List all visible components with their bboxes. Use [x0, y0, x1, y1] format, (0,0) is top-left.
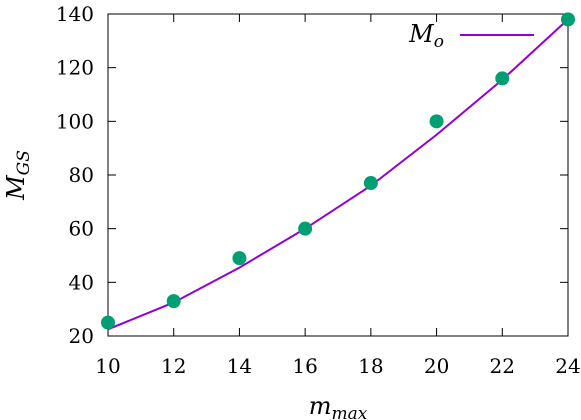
legend-entry-label: Mo — [408, 20, 444, 52]
data-point — [561, 12, 575, 27]
series-line-mo — [107, 18, 569, 331]
data-point — [429, 114, 444, 129]
x-tick-label: 22 — [490, 354, 515, 378]
legend-label-main: M — [408, 20, 435, 48]
y-tick-label: 100 — [56, 109, 94, 133]
data-point — [101, 315, 115, 330]
data-points — [101, 12, 575, 330]
y-tick-label: 140 — [56, 2, 94, 26]
x-tick-label: 20 — [424, 354, 449, 378]
x-tick-label: 14 — [227, 354, 252, 378]
y-tick-label: 120 — [56, 56, 94, 80]
data-point — [363, 176, 378, 191]
x-tick-label: 10 — [95, 354, 120, 378]
y-tick-label: 80 — [69, 163, 94, 187]
y-axis-label: MGS — [2, 150, 34, 201]
x-axis-label: mmax — [309, 392, 368, 420]
x-tick-label: 18 — [358, 354, 383, 378]
tick-labels: 10 12 14 16 18 20 22 24 20 40 60 80 100 120 140 — [56, 2, 581, 378]
y-tick-label: 20 — [69, 324, 94, 348]
x-axis-label-sub: max — [331, 404, 367, 420]
x-tick-label: 24 — [555, 354, 580, 378]
x-axis-label-main: m — [309, 392, 332, 420]
y-tick-label: 60 — [69, 217, 94, 241]
y-axis-label-sub: GS — [14, 150, 34, 175]
legend: Mo — [408, 20, 534, 52]
data-point — [298, 221, 313, 236]
data-point — [495, 71, 510, 86]
y-axis-label-main: M — [2, 174, 30, 201]
data-point — [232, 251, 247, 266]
x-tick-label: 12 — [161, 354, 186, 378]
x-tick-label: 16 — [292, 354, 317, 378]
plot-frame — [107, 13, 569, 337]
legend-label-sub: o — [434, 32, 444, 52]
data-point — [166, 294, 181, 309]
y-tick-label: 40 — [69, 270, 94, 294]
ticks — [107, 13, 569, 337]
